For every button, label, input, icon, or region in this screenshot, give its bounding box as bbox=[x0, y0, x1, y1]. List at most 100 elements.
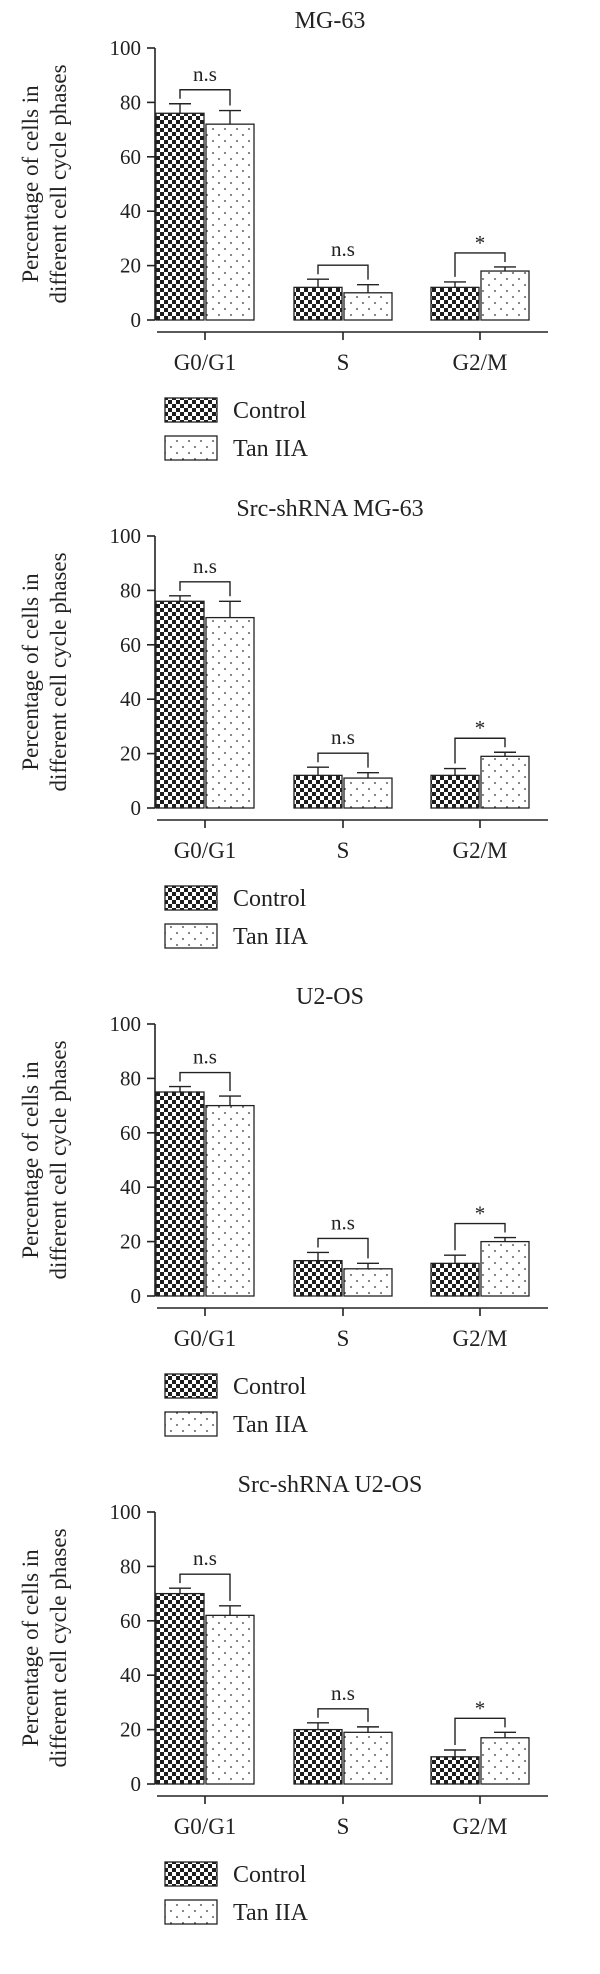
bar-control bbox=[155, 1592, 205, 1785]
chart-title: MG-63 bbox=[295, 8, 366, 34]
bar-tan-iia bbox=[480, 1737, 530, 1785]
bar-tan-iia bbox=[343, 292, 393, 321]
bar-tan-iia bbox=[480, 1240, 530, 1297]
bar-control bbox=[155, 600, 205, 809]
y-axis-label-line: Percentage of cells in bbox=[18, 1549, 43, 1747]
y-tick-label: 40 bbox=[120, 1175, 141, 1199]
y-axis-label: Percentage of cells in different cell cyc… bbox=[18, 1040, 71, 1279]
y-tick-label: 0 bbox=[131, 1284, 142, 1308]
bar-tan-iia bbox=[343, 777, 393, 809]
bar-tan-iia bbox=[480, 270, 530, 321]
y-tick-label: 80 bbox=[120, 1554, 141, 1578]
y-tick-label: 100 bbox=[110, 1500, 142, 1524]
legend-swatch-tan-iia bbox=[164, 1411, 218, 1437]
y-axis-label: Percentage of cells in different cell cyc… bbox=[18, 64, 71, 303]
significance-label: n.s bbox=[193, 554, 217, 578]
significance-label: n.s bbox=[331, 1210, 355, 1234]
y-tick-label: 0 bbox=[131, 308, 142, 332]
y-tick-label: 20 bbox=[120, 1230, 141, 1254]
legend-label: Control bbox=[233, 886, 307, 912]
bar-control bbox=[293, 286, 343, 321]
bar-control bbox=[293, 1728, 343, 1785]
significance-bracket bbox=[179, 581, 231, 597]
y-tick-label: 80 bbox=[120, 1066, 141, 1090]
y-axis-label-line: different cell cycle phases bbox=[46, 1040, 71, 1279]
bar-tan-iia bbox=[205, 616, 255, 809]
y-tick-label: 40 bbox=[120, 687, 141, 711]
significance-label: * bbox=[475, 1202, 486, 1226]
y-tick-label: 40 bbox=[120, 199, 141, 223]
significance-label: n.s bbox=[331, 1681, 355, 1705]
y-tick-label: 60 bbox=[120, 633, 141, 657]
legend-label: Control bbox=[233, 1862, 307, 1888]
x-category-label: S bbox=[337, 350, 350, 375]
significance-bracket bbox=[317, 752, 369, 768]
legend-swatch-control bbox=[164, 885, 218, 911]
bar-control bbox=[155, 1091, 205, 1297]
bar-tan-iia bbox=[480, 755, 530, 809]
y-axis-label-line: different cell cycle phases bbox=[46, 64, 71, 303]
x-category-label: G2/M bbox=[453, 838, 508, 863]
significance-label: * bbox=[475, 1696, 486, 1720]
y-axis-label-line: Percentage of cells in bbox=[18, 573, 43, 771]
legend-swatch-tan-iia bbox=[164, 1899, 218, 1925]
significance-label: n.s bbox=[331, 237, 355, 261]
significance-label: n.s bbox=[193, 62, 217, 86]
significance-bracket bbox=[179, 89, 231, 106]
bar-tan-iia bbox=[205, 1614, 255, 1785]
chart-panel: MG-63 Percentage of cells in different cel… bbox=[18, 8, 548, 462]
y-tick-label: 80 bbox=[120, 578, 141, 602]
y-tick-label: 40 bbox=[120, 1663, 141, 1687]
significance-bracket bbox=[454, 737, 506, 764]
y-tick-label: 0 bbox=[131, 796, 142, 820]
y-tick-label: 0 bbox=[131, 1772, 142, 1796]
bar-tan-iia bbox=[205, 123, 255, 321]
y-axis-label: Percentage of cells in different cell cyc… bbox=[18, 552, 71, 791]
y-tick-label: 20 bbox=[120, 254, 141, 278]
significance-bracket bbox=[317, 264, 369, 280]
significance-label: n.s bbox=[193, 1045, 217, 1069]
significance-label: * bbox=[475, 231, 486, 255]
chart-panel: Src-shRNA MG-63 Percentage of cells in dif… bbox=[18, 496, 548, 950]
chart-panel: Src-shRNA U2-OS Percentage of cells in dif… bbox=[18, 1472, 548, 1926]
bar-tan-iia bbox=[343, 1268, 393, 1297]
x-category-label: S bbox=[337, 1814, 350, 1839]
y-tick-label: 60 bbox=[120, 145, 141, 169]
chart-panel: U2-OS Percentage of cells in different cel… bbox=[18, 984, 548, 1438]
significance-bracket bbox=[454, 1717, 506, 1745]
legend-swatch-tan-iia bbox=[164, 923, 218, 949]
chart-title: Src-shRNA MG-63 bbox=[236, 496, 423, 522]
significance-bracket bbox=[179, 1071, 231, 1092]
bar-control bbox=[430, 286, 480, 321]
significance-bracket bbox=[317, 1237, 369, 1259]
bar-control bbox=[293, 774, 343, 809]
y-tick-label: 20 bbox=[120, 742, 141, 766]
y-tick-label: 100 bbox=[110, 524, 142, 548]
bar-tan-iia bbox=[205, 1104, 255, 1297]
legend-label: Control bbox=[233, 398, 307, 424]
legend-swatch-tan-iia bbox=[164, 435, 218, 461]
y-tick-label: 100 bbox=[110, 36, 142, 60]
bar-control bbox=[293, 1259, 343, 1297]
significance-label: n.s bbox=[331, 725, 355, 749]
legend-label: Tan IIA bbox=[233, 1900, 309, 1926]
x-category-label: G2/M bbox=[453, 1814, 508, 1839]
y-tick-label: 20 bbox=[120, 1718, 141, 1742]
legend-label: Control bbox=[233, 1374, 307, 1400]
chart-title: U2-OS bbox=[296, 984, 364, 1010]
significance-bracket bbox=[454, 252, 506, 277]
legend-swatch-control bbox=[164, 397, 218, 423]
x-category-label: G0/G1 bbox=[174, 1814, 237, 1839]
y-tick-label: 80 bbox=[120, 90, 141, 114]
significance-label: n.s bbox=[193, 1546, 217, 1570]
x-category-label: G0/G1 bbox=[174, 838, 237, 863]
y-axis-label: Percentage of cells in different cell cyc… bbox=[18, 1528, 71, 1767]
significance-label: * bbox=[475, 716, 486, 740]
bar-control bbox=[430, 1262, 480, 1297]
x-category-label: G2/M bbox=[453, 350, 508, 375]
x-category-label: S bbox=[337, 838, 350, 863]
significance-bracket bbox=[179, 1573, 231, 1601]
y-axis-label-line: different cell cycle phases bbox=[46, 552, 71, 791]
x-category-label: G0/G1 bbox=[174, 350, 237, 375]
